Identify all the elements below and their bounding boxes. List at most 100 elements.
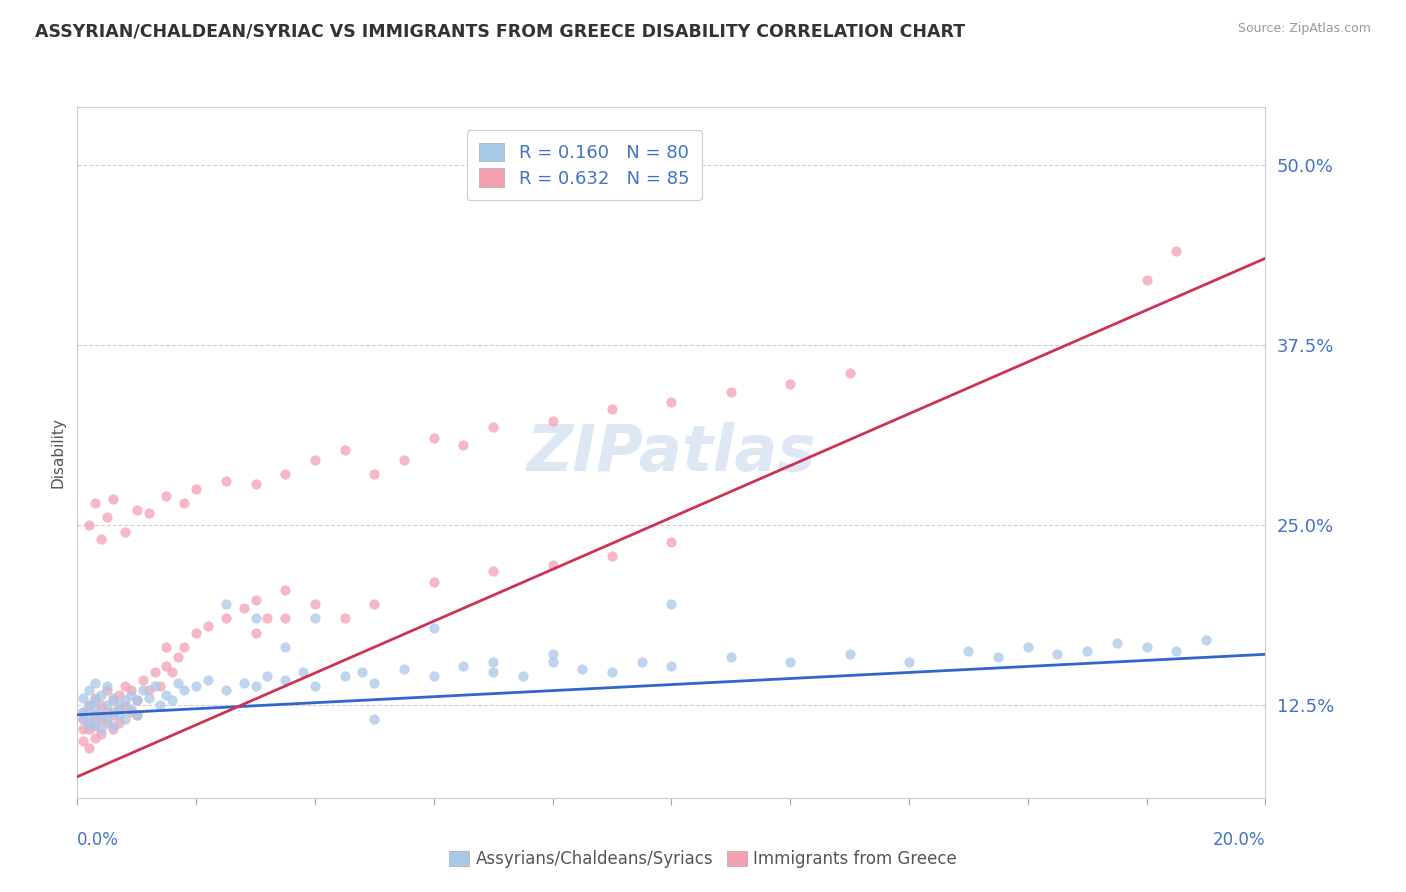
Point — [256, 611, 278, 625]
Point — [162, 693, 184, 707]
Point — [90, 723, 112, 737]
Point — [482, 665, 505, 679]
Point — [661, 597, 683, 611]
Point — [661, 658, 683, 673]
Point — [541, 648, 564, 662]
Point — [245, 679, 267, 693]
Point — [77, 723, 100, 737]
Point — [333, 611, 356, 625]
Point — [120, 683, 142, 698]
Point — [138, 683, 160, 698]
Point — [114, 524, 136, 539]
Point — [96, 679, 118, 693]
Point — [274, 582, 297, 597]
Point — [600, 549, 623, 564]
Point — [114, 712, 136, 726]
Point — [173, 640, 195, 654]
Point — [363, 597, 385, 611]
Point — [245, 477, 267, 491]
Point — [482, 655, 505, 669]
Point — [245, 611, 267, 625]
Point — [423, 575, 446, 590]
Point — [84, 496, 107, 510]
Point — [392, 662, 415, 676]
Point — [77, 716, 100, 731]
Point — [186, 679, 208, 693]
Point — [304, 679, 326, 693]
Point — [630, 655, 652, 669]
Point — [96, 683, 118, 698]
Point — [541, 655, 564, 669]
Point — [77, 707, 100, 722]
Point — [77, 698, 100, 712]
Point — [274, 673, 297, 688]
Point — [173, 683, 195, 698]
Point — [304, 611, 326, 625]
Point — [90, 712, 112, 726]
Point — [125, 707, 148, 722]
Point — [84, 716, 107, 731]
Point — [77, 517, 100, 532]
Point — [101, 705, 124, 719]
Point — [167, 650, 190, 665]
Point — [138, 690, 160, 705]
Text: 0.0%: 0.0% — [77, 831, 120, 849]
Legend: Assyrians/Chaldeans/Syriacs, Immigrants from Greece: Assyrians/Chaldeans/Syriacs, Immigrants … — [443, 844, 963, 875]
Point — [423, 431, 446, 445]
Point — [423, 621, 446, 635]
Point — [333, 669, 356, 683]
Point — [131, 673, 153, 688]
Point — [149, 698, 172, 712]
Point — [245, 592, 267, 607]
Point — [1017, 640, 1039, 654]
Point — [779, 655, 801, 669]
Point — [120, 702, 142, 716]
Point — [838, 648, 860, 662]
Point — [363, 467, 385, 482]
Text: 20.0%: 20.0% — [1213, 831, 1265, 849]
Point — [84, 719, 107, 733]
Point — [197, 673, 219, 688]
Point — [108, 702, 131, 716]
Point — [77, 740, 100, 755]
Point — [125, 707, 148, 722]
Point — [779, 376, 801, 391]
Point — [114, 693, 136, 707]
Point — [84, 731, 107, 745]
Point — [482, 564, 505, 578]
Point — [155, 658, 177, 673]
Point — [125, 693, 148, 707]
Point — [232, 676, 254, 690]
Point — [512, 669, 534, 683]
Point — [720, 385, 742, 400]
Point — [1166, 244, 1188, 258]
Point — [120, 705, 142, 719]
Point — [84, 676, 107, 690]
Point — [114, 679, 136, 693]
Point — [77, 683, 100, 698]
Point — [101, 707, 124, 722]
Point — [96, 705, 118, 719]
Point — [155, 640, 177, 654]
Point — [274, 640, 297, 654]
Point — [108, 688, 131, 702]
Point — [101, 693, 124, 707]
Point — [120, 688, 142, 702]
Point — [138, 506, 160, 520]
Point — [292, 665, 315, 679]
Point — [131, 683, 153, 698]
Point — [304, 597, 326, 611]
Point — [90, 707, 112, 722]
Point — [600, 665, 623, 679]
Point — [96, 698, 118, 712]
Point — [274, 467, 297, 482]
Y-axis label: Disability: Disability — [51, 417, 66, 488]
Point — [143, 679, 166, 693]
Point — [838, 367, 860, 381]
Point — [352, 665, 374, 679]
Point — [215, 683, 238, 698]
Point — [363, 676, 385, 690]
Point — [72, 712, 94, 726]
Point — [453, 438, 475, 452]
Point — [215, 475, 238, 489]
